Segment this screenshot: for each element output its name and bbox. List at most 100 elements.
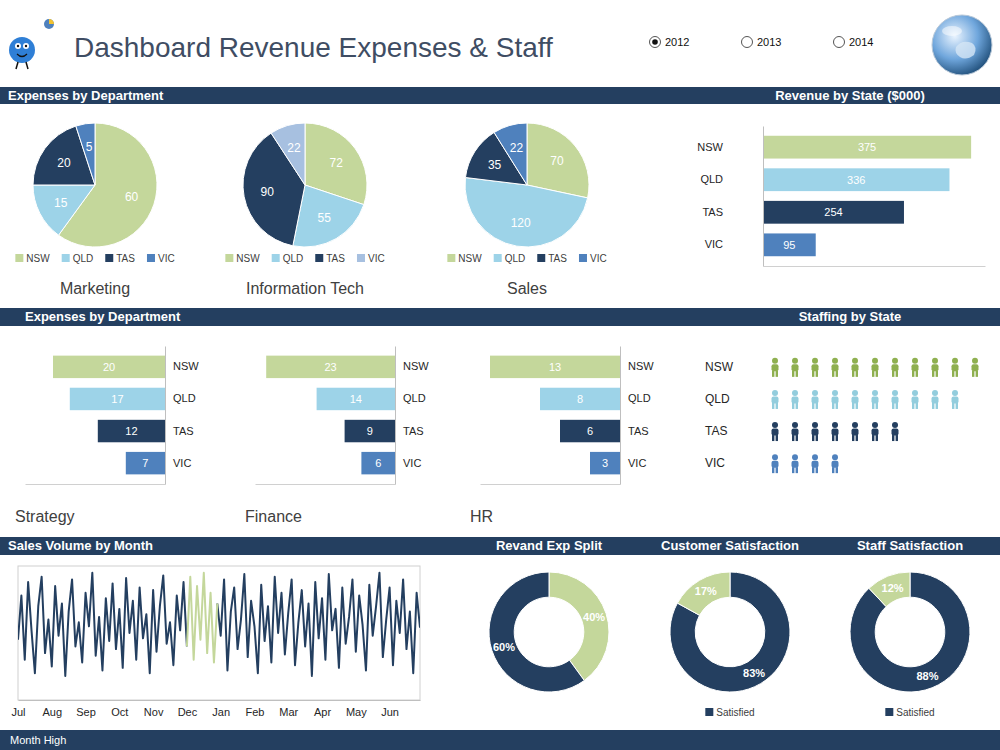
icon-head [772, 454, 778, 460]
tick-label: VIC [173, 457, 191, 469]
bar-chart: NSWQLDTASVIC231496 [256, 347, 430, 485]
value-axis [481, 484, 621, 485]
icon-body [872, 364, 879, 371]
legend-swatch [15, 254, 23, 262]
legend-label: Satisfied [716, 707, 754, 718]
icon-leg [812, 467, 814, 473]
axis-line [764, 266, 986, 267]
dashboard-title: Dashboard Revenue Expenses & Staff [74, 32, 553, 63]
person-icon [792, 454, 799, 473]
logo-leg [26, 62, 28, 69]
icon-body [932, 364, 939, 371]
bar [540, 388, 620, 410]
data-label: 20 [103, 361, 115, 373]
tick: VIC [395, 457, 421, 469]
category-label: TAS [705, 424, 727, 438]
data-label: 17 [111, 393, 123, 405]
icon-head [832, 422, 838, 428]
person-icon [912, 390, 919, 409]
radio-dot[interactable] [652, 39, 658, 45]
tick: TAS [702, 206, 763, 218]
icon-head [972, 358, 978, 364]
icon-head [912, 390, 918, 396]
legend-swatch [147, 254, 155, 262]
legend-label: VIC [590, 253, 607, 264]
radio-button[interactable] [834, 37, 845, 48]
icon-head [892, 422, 898, 428]
line-series [18, 573, 420, 676]
radio-button[interactable] [650, 37, 661, 48]
tick: Aug [42, 700, 62, 718]
person-icon [832, 454, 839, 473]
data-label: 23 [324, 361, 336, 373]
icon-body [792, 364, 799, 371]
axis-line [165, 347, 166, 485]
slice [869, 572, 910, 607]
axis: JulAugSepOctNovDecJanFebMarAprMayJun [11, 700, 420, 718]
icon-body [772, 429, 779, 436]
icon-head [892, 358, 898, 364]
radio-label[interactable]: 2012 [665, 36, 689, 48]
person-icon [852, 358, 859, 377]
globe [932, 15, 992, 75]
radio-button[interactable] [742, 37, 753, 48]
icon-leg [776, 403, 778, 409]
tick: VIC [705, 238, 763, 250]
tick: Jan [212, 700, 230, 718]
logo-body [9, 37, 35, 63]
radio-label[interactable]: 2013 [757, 36, 781, 48]
icon-leg [796, 403, 798, 409]
icon-leg [936, 371, 938, 377]
icon-leg [816, 435, 818, 441]
icon-head [852, 390, 858, 396]
legend-swatch [579, 254, 587, 262]
tick-label: QLD [628, 392, 651, 404]
person-icon [912, 358, 919, 377]
data-label: 70 [550, 154, 564, 168]
slice [677, 572, 730, 615]
tick-label: VIC [403, 457, 421, 469]
icon-leg [812, 403, 814, 409]
icon-body [892, 429, 899, 436]
icon-leg [972, 371, 974, 377]
bar [317, 388, 395, 410]
person-icon [772, 358, 779, 377]
icon-leg [892, 403, 894, 409]
bar [763, 136, 971, 159]
dashboard-canvas: Dashboard Revenue Expenses & Staff 2012 20… [0, 0, 1000, 750]
data-label: 95 [783, 239, 795, 251]
year-option[interactable]: 2012 [650, 36, 690, 48]
tick: TAS [395, 425, 424, 437]
data-label: 12% [882, 582, 904, 594]
bars [490, 356, 620, 475]
tick-label: QLD [173, 392, 196, 404]
icon-head [932, 358, 938, 364]
icon-head [812, 454, 818, 460]
tick-label: Dec [178, 706, 198, 718]
icon-body [972, 364, 979, 371]
logo-smile [17, 54, 27, 57]
icon-leg [832, 371, 834, 377]
tick: QLD [395, 392, 426, 404]
data-label: 17% [695, 585, 717, 597]
tick: Oct [111, 700, 128, 718]
logo-pie [44, 19, 54, 29]
bar [266, 356, 395, 378]
slice [33, 185, 95, 235]
legend-item: QLD [494, 253, 526, 264]
icon-body [812, 461, 819, 468]
year-option[interactable]: 2014 [834, 36, 874, 48]
chart-title: Staffing by State [799, 309, 902, 324]
bars [53, 356, 165, 475]
radio-label[interactable]: 2014 [849, 36, 873, 48]
slice [465, 178, 588, 247]
data-label: 6 [587, 425, 593, 437]
icon-leg [912, 403, 914, 409]
bar [590, 452, 620, 474]
person-icon [872, 358, 879, 377]
bar [345, 420, 395, 442]
year-option[interactable]: 2013 [742, 36, 782, 48]
legend-item: NSW [15, 253, 50, 264]
icon-body [832, 364, 839, 371]
value-axis [764, 266, 986, 267]
